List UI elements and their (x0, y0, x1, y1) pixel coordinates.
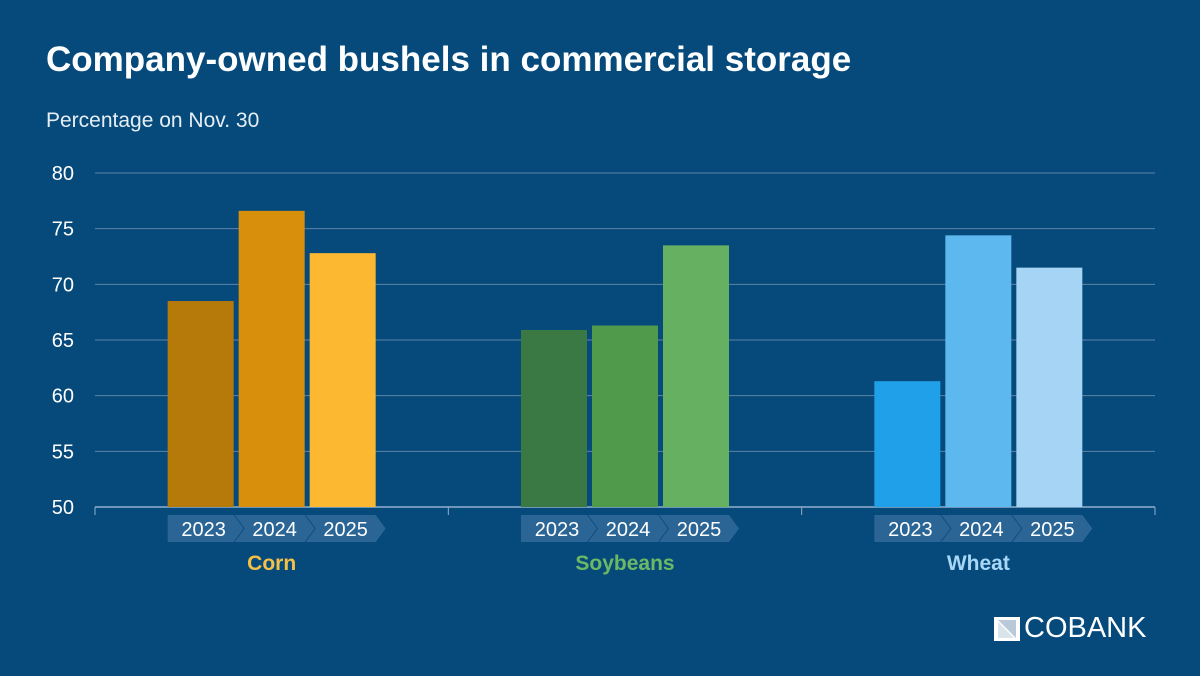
bar-soybeans-2023 (521, 329, 587, 507)
y-tick-label: 80 (52, 163, 74, 185)
logo-text: COBANK (1024, 612, 1147, 644)
y-tick-label: 65 (52, 330, 74, 352)
x-tick-label: 2023 (181, 519, 226, 541)
year-chevron (874, 515, 951, 542)
x-tick-label: 2024 (606, 519, 651, 541)
x-tick-label: 2025 (323, 519, 368, 541)
chart-title: Company-owned bushels in commercial stor… (46, 40, 852, 79)
x-tick-label: 2025 (677, 519, 722, 541)
bar-corn-2023 (167, 301, 234, 507)
x-tick-label: 2024 (252, 519, 297, 541)
year-chevron (234, 515, 315, 542)
category-label: Soybeans (575, 552, 674, 575)
bar-soybeans-2025 (663, 245, 729, 507)
year-chevron (588, 515, 668, 542)
y-tick-label: 55 (52, 441, 74, 463)
year-chevron (941, 515, 1022, 542)
x-tick-label: 2025 (1030, 519, 1075, 541)
x-tick-label: 2023 (535, 519, 580, 541)
x-tick-label: 2024 (959, 519, 1004, 541)
chart-subtitle: Percentage on Nov. 30 (46, 109, 260, 132)
year-chevron (521, 515, 597, 542)
year-chevron (167, 515, 244, 542)
bar-corn-2025 (309, 253, 376, 507)
bar-corn-2024 (238, 210, 305, 507)
x-tick-label: 2023 (888, 519, 933, 541)
bar-wheat-2023 (874, 381, 941, 507)
year-chevron (659, 515, 739, 542)
y-tick-label: 60 (52, 386, 74, 408)
year-chevron (1012, 515, 1093, 542)
y-tick-label: 50 (52, 497, 74, 519)
bar-wheat-2024 (945, 235, 1012, 507)
y-tick-label: 70 (52, 274, 74, 296)
category-label: Wheat (947, 552, 1010, 575)
bar-wheat-2025 (1016, 267, 1083, 507)
category-label: Corn (247, 552, 296, 575)
cobank-logo: COBANK (994, 612, 1146, 645)
y-tick-label: 75 (52, 219, 74, 241)
bar-soybeans-2024 (592, 325, 658, 507)
cobank-logo-icon (994, 616, 1020, 641)
year-chevron (305, 515, 386, 542)
